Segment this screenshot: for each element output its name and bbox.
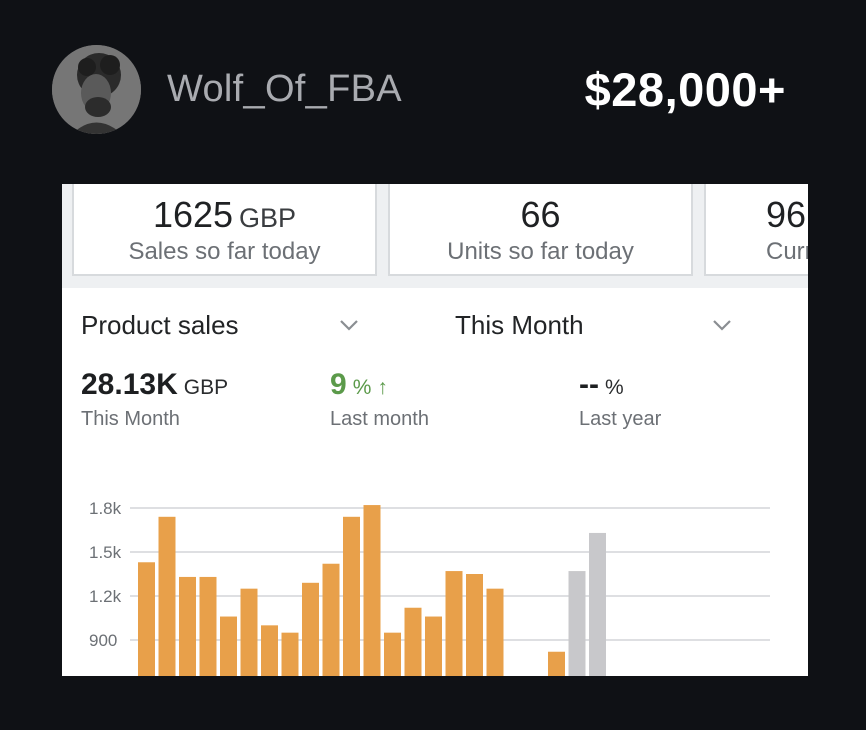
metric-last-year-label: Last year <box>579 408 662 430</box>
stat-label: Curr <box>766 238 808 265</box>
username[interactable]: Wolf_Of_FBA <box>167 68 402 110</box>
metric-this-month-label: This Month <box>81 408 180 430</box>
y-tick-label: 1.2k <box>89 587 122 606</box>
bar-current[interactable] <box>281 632 299 676</box>
stat-card-sales-today[interactable]: 1625 GBP Sales so far today <box>72 184 377 276</box>
stat-value: 96 <box>766 194 807 235</box>
bar-current[interactable] <box>179 576 196 676</box>
bar-current[interactable] <box>404 607 422 676</box>
bar-current[interactable] <box>261 625 278 676</box>
bar-previous[interactable] <box>589 532 606 676</box>
y-tick-label: 1.5k <box>89 543 122 562</box>
chevron-down-icon[interactable] <box>711 318 733 332</box>
metric-last-month-value: 9% ↑ <box>330 368 388 401</box>
bar-current[interactable] <box>445 571 463 676</box>
bar-current[interactable] <box>343 516 360 676</box>
bar-current[interactable] <box>384 632 401 676</box>
arrow-up-icon: ↑ <box>377 376 388 399</box>
bar-current[interactable] <box>138 562 155 676</box>
chevron-down-icon[interactable] <box>338 318 360 332</box>
bar-current[interactable] <box>199 576 217 676</box>
y-tick-label: 900 <box>89 631 117 650</box>
bar-current[interactable] <box>425 616 442 676</box>
y-tick-label: 1.8k <box>89 499 122 518</box>
bar-current[interactable] <box>158 516 176 676</box>
bar-current[interactable] <box>548 651 565 676</box>
stat-card-units-today[interactable]: 66 Units so far today <box>388 184 693 276</box>
stat-label: Sales so far today <box>128 238 321 265</box>
bar-current[interactable] <box>466 574 483 676</box>
bar-current[interactable] <box>486 588 504 676</box>
sales-dashboard-screenshot: 1625 GBP Sales so far today 66 Units so f… <box>62 184 808 676</box>
bar-current[interactable] <box>220 616 237 676</box>
metric-last-month-label: Last month <box>330 408 429 430</box>
period-selector[interactable]: This Month <box>455 310 584 340</box>
metric-selector[interactable]: Product sales <box>81 310 239 340</box>
stat-label: Units so far today <box>447 238 634 265</box>
metric-last-year-value: --% <box>579 368 624 401</box>
stats-strip: 1625 GBP Sales so far today 66 Units so f… <box>62 184 808 288</box>
metric-this-month-value: 28.13K GBP <box>81 368 229 401</box>
bar-current[interactable] <box>322 563 340 676</box>
sales-bar-chart: 1.8k 1.5k 1.2k 900 <box>89 499 770 676</box>
stat-card-current[interactable]: 96 Curr <box>704 184 808 276</box>
bar-current[interactable] <box>302 582 319 676</box>
stat-value: 1625 GBP <box>152 194 297 235</box>
headline-amount: $28,000+ <box>584 63 786 116</box>
avatar[interactable] <box>52 45 141 134</box>
user-photo-icon <box>52 45 141 134</box>
stat-value: 66 <box>520 194 561 235</box>
bar-current[interactable] <box>240 588 258 676</box>
bar-current[interactable] <box>363 505 381 676</box>
post-header: Wolf_Of_FBA $28,000+ <box>0 0 866 180</box>
bar-previous[interactable] <box>568 571 586 676</box>
